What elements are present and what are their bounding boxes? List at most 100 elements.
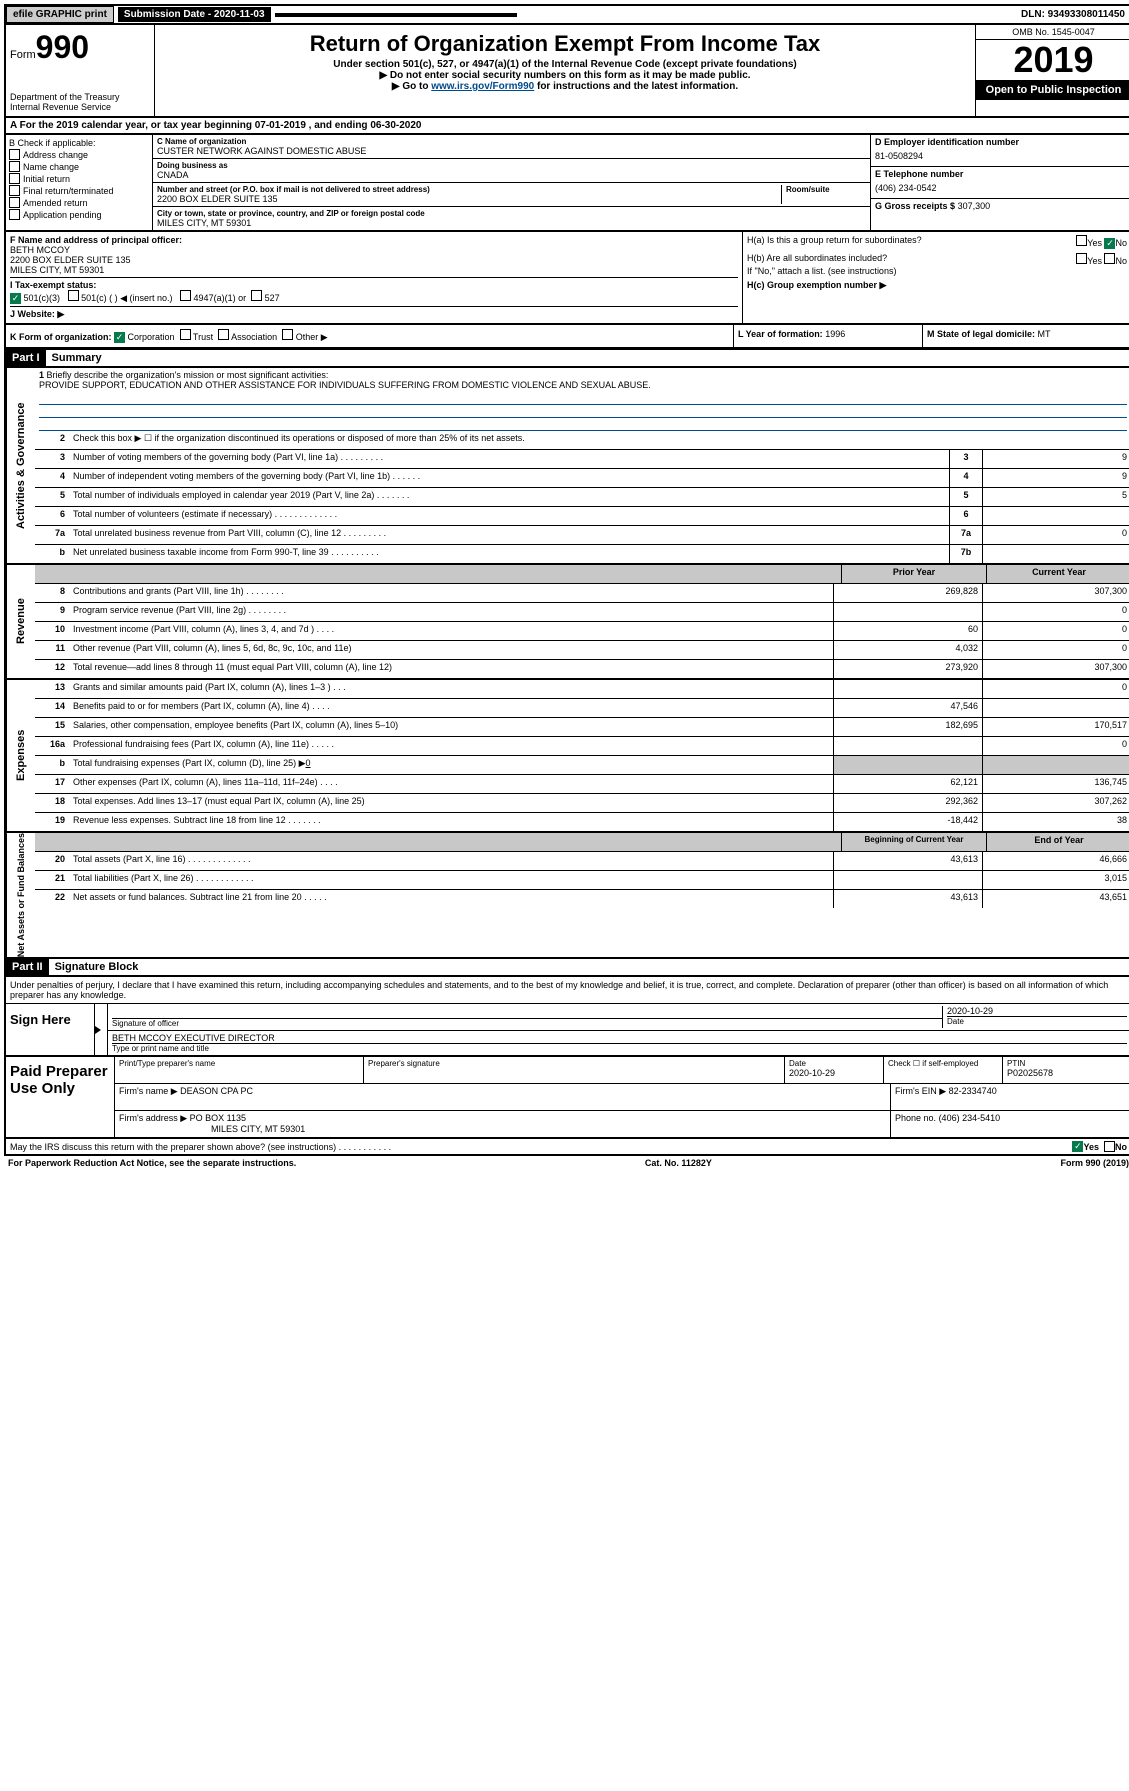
state-domicile: MT [1038,329,1051,339]
subtitle: Under section 501(c), 527, or 4947(a)(1)… [159,59,971,70]
c12: 307,300 [982,660,1129,678]
chk-hb-no[interactable] [1104,253,1115,264]
form-number: 990 [36,29,89,65]
c11: 0 [982,641,1129,659]
p12: 273,920 [833,660,982,678]
val-3: 9 [982,450,1129,468]
expenses-section: Expenses 13Grants and similar amounts pa… [4,680,1129,833]
website-label: J Website: ▶ [10,309,64,319]
c15: 170,517 [982,718,1129,736]
chk-initial-return[interactable] [9,173,20,184]
footer: For Paperwork Reduction Act Notice, see … [4,1156,1129,1170]
p9 [833,603,982,621]
checkbox-header: B Check if applicable: [9,138,149,148]
val-5: 5 [982,488,1129,506]
rule [39,405,1127,418]
p11: 4,032 [833,641,982,659]
chk-address-change[interactable] [9,149,20,160]
firm-addr1: PO BOX 1135 [190,1113,246,1123]
paid-preparer-block: Paid Preparer Use Only Print/Type prepar… [4,1057,1129,1139]
c17: 136,745 [982,775,1129,793]
chk-corp[interactable]: ✓ [114,332,125,343]
chk-501c3[interactable]: ✓ [10,293,21,304]
form-header: Form990 Department of the Treasury Inter… [4,25,1129,118]
c8: 307,300 [982,584,1129,602]
tax-year: 2019 [976,40,1129,80]
paid-preparer-label: Paid Preparer Use Only [6,1057,115,1137]
arrow-icon [95,1026,101,1034]
fundraising-total: 0 [306,758,311,768]
e20: 46,666 [982,852,1129,870]
netassets-section: Net Assets or Fund Balances Beginning of… [4,833,1129,959]
chk-final-return[interactable] [9,185,20,196]
part2-header: Part II Signature Block [4,959,1129,977]
p13 [833,680,982,698]
p17: 62,121 [833,775,982,793]
signer-name: BETH MCCOY EXECUTIVE DIRECTOR [112,1033,1127,1043]
firm-phone: (406) 234-5410 [939,1113,1001,1123]
chk-discuss-no[interactable] [1104,1141,1115,1152]
ptin: P02025678 [1007,1068,1127,1078]
val-7b [982,545,1129,563]
submission-date: Submission Date - 2020-11-03 [118,7,271,22]
chk-app-pending[interactable] [9,209,20,220]
e21: 3,015 [982,871,1129,889]
b20: 43,613 [833,852,982,870]
chk-amended[interactable] [9,197,20,208]
sign-here-label: Sign Here [6,1004,95,1055]
firm-ein: 82-2334740 [949,1086,997,1096]
dln: DLN: 93493308011450 [1015,7,1129,22]
year-formation: 1996 [825,329,845,339]
val-4: 9 [982,469,1129,487]
gross-receipts: 307,300 [958,201,991,211]
prep-date: 2020-10-29 [789,1068,879,1078]
chk-501c[interactable] [68,290,79,301]
c10: 0 [982,622,1129,640]
chk-hb-yes[interactable] [1076,253,1087,264]
form-title: Return of Organization Exempt From Incom… [159,31,971,57]
phone: (406) 234-0542 [875,183,1127,193]
chk-other[interactable] [282,329,293,340]
efile-label[interactable]: efile GRAPHIC print [6,6,114,23]
entity-block: B Check if applicable: Address change Na… [4,135,1129,232]
p15: 182,695 [833,718,982,736]
b22: 43,613 [833,890,982,908]
chk-assoc[interactable] [218,329,229,340]
dba: CNADA [157,170,866,180]
instructions-link[interactable]: www.irs.gov/Form990 [431,81,534,92]
p18: 292,362 [833,794,982,812]
city-state-zip: MILES CITY, MT 59301 [157,218,866,228]
firm-addr2: MILES CITY, MT 59301 [211,1124,305,1134]
officer-addr1: 2200 BOX ELDER SUITE 135 [10,255,738,265]
chk-discuss-yes[interactable]: ✓ [1072,1141,1083,1152]
note1: ▶ Do not enter social security numbers o… [159,70,971,81]
part1-header: Part I Summary [4,349,1129,368]
blank-bar [275,13,517,17]
officer-addr2: MILES CITY, MT 59301 [10,265,738,275]
omb-number: OMB No. 1545-0047 [976,25,1129,40]
declaration: Under penalties of perjury, I declare th… [6,977,1129,1003]
row-k: K Form of organization: ✓ Corporation Tr… [4,325,1129,349]
chk-4947[interactable] [180,290,191,301]
p19: -18,442 [833,813,982,831]
cat-no: Cat. No. 11282Y [645,1158,712,1168]
chk-trust[interactable] [180,329,191,340]
chk-ha-yes[interactable] [1076,235,1087,246]
val-6 [982,507,1129,525]
street-address: 2200 BOX ELDER SUITE 135 [157,194,781,204]
p14: 47,546 [833,699,982,717]
discuss-row: May the IRS discuss this return with the… [4,1139,1129,1156]
mission-text: PROVIDE SUPPORT, EDUCATION AND OTHER ASS… [39,380,651,390]
chk-ha-no[interactable]: ✓ [1104,238,1115,249]
chk-527[interactable] [251,290,262,301]
p8: 269,828 [833,584,982,602]
revenue-section: Revenue Prior Year Current Year 8Contrib… [4,565,1129,680]
org-name: CUSTER NETWORK AGAINST DOMESTIC ABUSE [157,146,866,156]
c9: 0 [982,603,1129,621]
governance-section: Activities & Governance 1 Briefly descri… [4,368,1129,565]
ein: 81-0508294 [875,151,1127,161]
chk-name-change[interactable] [9,161,20,172]
signature-block: Under penalties of perjury, I declare th… [4,977,1129,1057]
form-prefix: Form [10,49,36,61]
dept-label: Department of the Treasury Internal Reve… [10,92,150,112]
